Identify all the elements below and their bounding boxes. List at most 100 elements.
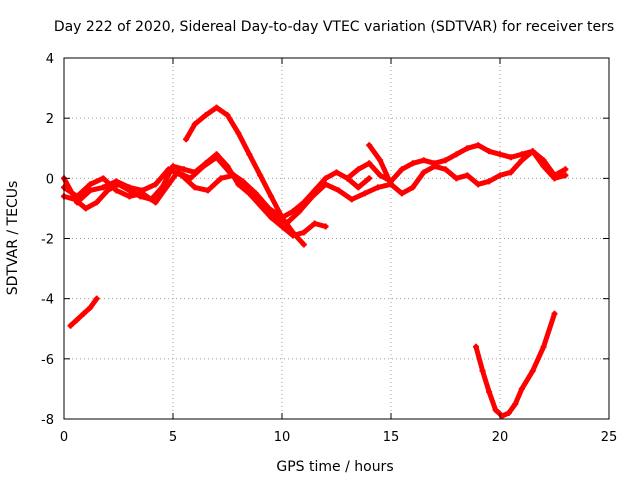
data-point [289,229,296,236]
x-tick-label: 5 [169,430,177,445]
data-point [355,166,362,173]
data-point [453,175,460,182]
data-point [191,184,198,191]
grid-layer [64,58,609,419]
data-point [551,310,558,317]
series-line [61,154,372,220]
data-point [453,151,460,158]
data-point [87,304,94,311]
data-point [512,400,519,407]
data-point [464,145,471,152]
data-point [289,208,296,215]
series-track-g [67,295,100,329]
data-point [257,172,264,179]
data-point [309,193,316,200]
data-point [100,184,107,191]
series-track-f [366,142,569,197]
data-point [82,205,89,212]
data-point [540,163,547,170]
data-point [366,142,373,149]
x-tick-label: 0 [60,430,68,445]
data-point [348,196,355,203]
data-point [74,316,81,323]
data-point [562,166,569,173]
data-point [518,157,525,164]
data-point [246,151,253,158]
data-point [180,166,187,173]
data-point [398,166,405,173]
data-point [497,151,503,158]
x-tick-label: 15 [383,430,400,445]
data-point [93,199,100,206]
data-point [442,166,449,173]
data-point [224,112,231,119]
data-point [87,181,94,188]
data-point [104,187,111,194]
data-point [113,187,120,194]
data-point [67,322,74,329]
data-point [152,199,159,206]
y-tick-label: -4 [41,293,54,308]
data-point [442,157,449,164]
data-point [257,199,264,206]
data-point [126,184,133,191]
data-point [204,187,211,194]
data-point [80,310,87,317]
x-axis-label: GPS time / hours [276,459,393,475]
data-point [126,193,133,200]
data-point [170,163,176,170]
data-point [268,193,275,200]
data-point [486,388,493,395]
data-point [279,214,285,221]
data-point [497,172,503,179]
data-point [518,151,525,158]
series-track-c [61,166,394,227]
data-point [486,178,493,185]
y-tick-label: -2 [41,233,54,248]
tick-layer: 0 5 10 15 20 25 -8 -6 -4 -2 0 2 4 [41,52,617,445]
data-point [355,184,362,191]
data-point [409,160,416,167]
data-point [270,211,277,218]
data-point [152,181,159,188]
data-point [505,409,512,416]
data-point [529,148,536,155]
data-point [300,241,307,248]
data-point [87,187,94,194]
data-point [398,190,405,197]
data-point [200,163,207,170]
data-point [551,175,558,182]
data-point [93,295,100,302]
data-point [113,178,120,185]
data-point [344,175,351,182]
x-tick-label: 20 [492,430,509,445]
data-point [333,169,340,176]
x-tick-label: 10 [274,430,291,445]
data-point [100,175,107,182]
data-point [279,223,285,230]
data-point [366,160,373,167]
data-point [311,220,318,227]
data-point [296,208,303,215]
data-point [361,190,368,197]
data-point [244,187,251,194]
data-point [322,223,329,230]
data-point [183,136,190,143]
y-tick-label: 0 [46,172,54,187]
data-point [217,175,224,182]
data-point [322,175,329,182]
data-point [213,154,220,161]
data-point [335,187,342,194]
data-point [507,169,514,176]
data-point [213,104,220,111]
data-point [464,172,471,179]
data-point [366,175,373,182]
data-point [377,157,384,164]
data-point [178,172,185,179]
series-track-d [183,104,307,248]
y-axis-label: SDTVAR / TECUs [5,181,21,296]
data-point [475,142,482,149]
data-point [231,172,238,179]
data-point [431,163,438,170]
